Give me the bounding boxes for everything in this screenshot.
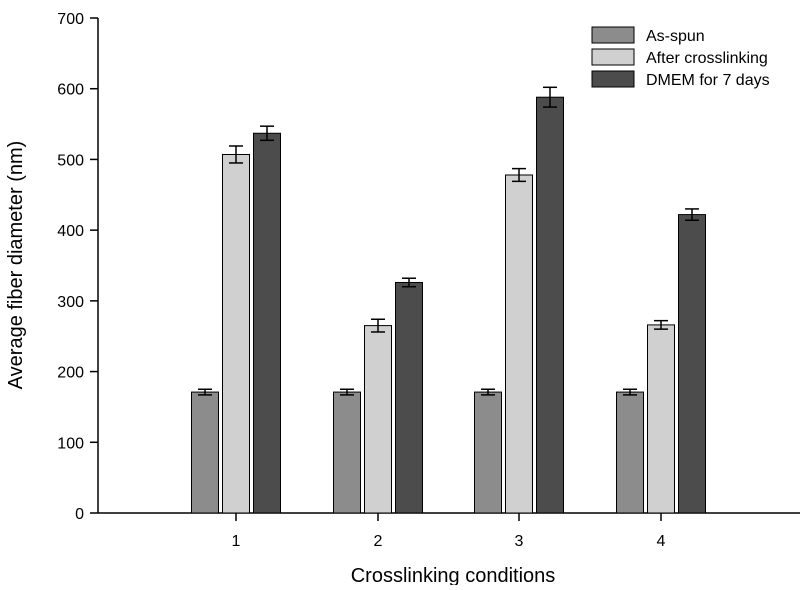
x-tick-label: 2: [374, 533, 383, 550]
bars: [191, 96, 706, 514]
bar: [536, 96, 564, 514]
y-tick-label: 0: [75, 506, 84, 523]
bar: [364, 325, 392, 514]
legend-label: After crosslinking: [646, 50, 768, 67]
legend-swatch: [591, 26, 635, 44]
bar: [333, 391, 361, 514]
axes: 0 100 200 300 400 500 600 700 1 2 3 4: [57, 11, 800, 550]
x-tick-label: 1: [232, 533, 241, 550]
bar: [678, 214, 706, 514]
bar: [395, 281, 423, 514]
y-tick-label: 700: [57, 11, 84, 28]
legend-swatch: [591, 70, 635, 88]
y-tick-label: 400: [57, 223, 84, 240]
y-tick-label: 500: [57, 152, 84, 169]
legend-swatch: [591, 48, 635, 66]
legend-label: As-spun: [646, 28, 705, 45]
x-tick-label: 3: [515, 533, 524, 550]
legend-label: DMEM for 7 days: [646, 72, 770, 89]
y-tick-label: 600: [57, 82, 84, 99]
bar: [647, 324, 675, 514]
bar: [616, 391, 644, 514]
x-axis-label: Crosslinking conditions: [351, 565, 556, 585]
bar: [253, 132, 281, 514]
y-tick-label: 300: [57, 294, 84, 311]
y-tick-label: 100: [57, 435, 84, 452]
bar: [191, 391, 219, 514]
bar: [505, 174, 533, 514]
legend: As-spun After crosslinking DMEM for 7 days: [591, 26, 770, 89]
y-tick-label: 200: [57, 365, 84, 382]
error-bars: [198, 86, 699, 396]
x-tick-label: 4: [657, 533, 666, 550]
y-axis-label: Average fiber diameter (nm): [5, 141, 27, 390]
bar: [474, 391, 502, 514]
bar: [222, 153, 250, 514]
